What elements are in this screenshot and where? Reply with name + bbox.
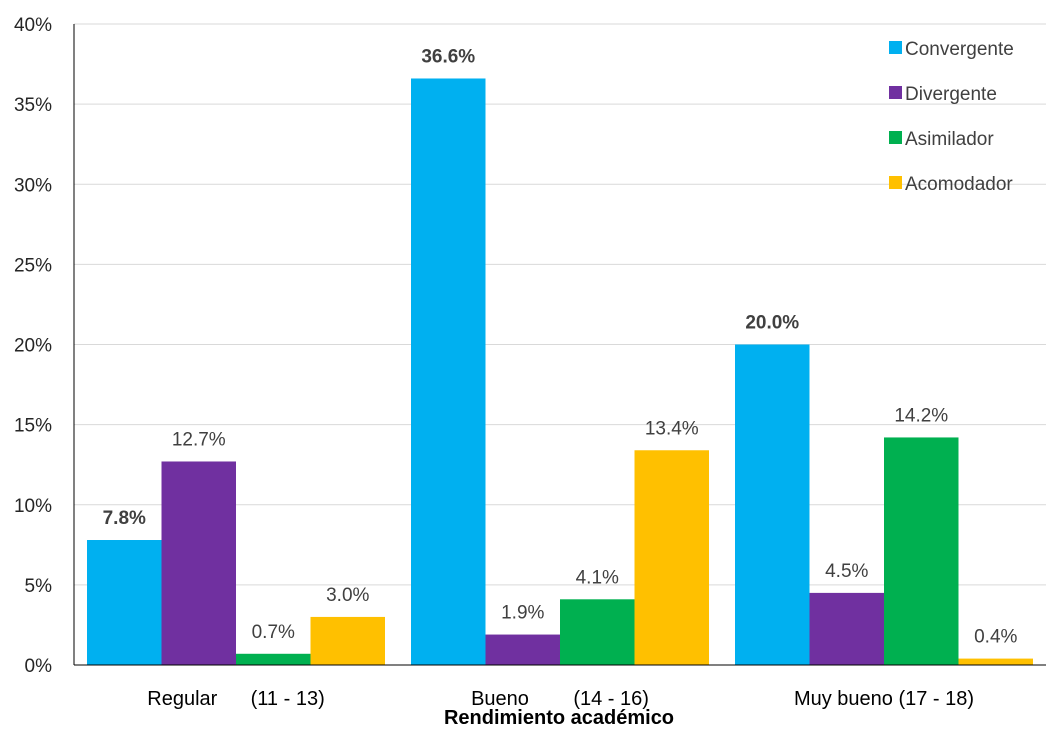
- legend-label: Asimilador: [905, 129, 994, 150]
- data-label: 13.4%: [645, 418, 699, 439]
- legend-swatch: [889, 41, 902, 54]
- y-tick-label: 15%: [14, 416, 52, 437]
- bar-acomodador: [634, 450, 709, 665]
- legend-label: Divergente: [905, 84, 997, 105]
- legend-swatch: [889, 86, 902, 99]
- legend-label: Convergente: [905, 39, 1014, 60]
- data-label: 12.7%: [172, 429, 226, 450]
- y-tick-label: 20%: [14, 336, 52, 357]
- x-tick-label: Bueno (14 - 16): [471, 688, 649, 710]
- legend-swatch: [889, 131, 902, 144]
- data-label: 4.1%: [576, 567, 619, 588]
- y-tick-label: 0%: [25, 656, 53, 677]
- y-tick-label: 40%: [14, 15, 52, 36]
- data-label: 7.8%: [103, 508, 146, 529]
- bar-asimilador: [560, 599, 635, 665]
- legend: Convergente Divergente Asimilador Acomodado…: [889, 39, 1014, 195]
- data-labels: 7.8% 12.7% 0.7% 3.0% 36.6% 1.9% 4.1% 13.4% 20.0%…: [103, 46, 1018, 647]
- x-axis-title: Rendimiento académico: [444, 707, 674, 729]
- legend-label: Acomodador: [905, 174, 1013, 195]
- data-label: 20.0%: [745, 313, 799, 334]
- x-tick-label: Muy bueno (17 - 18): [794, 688, 974, 710]
- bar-divergente: [809, 592, 884, 665]
- bar-asimilador: [236, 653, 311, 665]
- x-tick-label: Regular (11 - 13): [147, 688, 324, 710]
- bar-divergente: [161, 461, 236, 665]
- bar-acomodador: [958, 658, 1033, 665]
- y-tick-label: 25%: [14, 255, 52, 276]
- data-label: 0.7%: [252, 622, 295, 643]
- legend-swatch: [889, 176, 902, 189]
- bars: [87, 78, 1033, 666]
- data-label: 14.2%: [894, 405, 948, 426]
- data-label: 1.9%: [501, 603, 544, 624]
- bar-asimilador: [884, 437, 959, 665]
- bar-convergente: [87, 540, 162, 665]
- axes: 0% 5% 10% 15% 20% 25% 30% 35% 40% Regular (11 - 1…: [14, 15, 1046, 710]
- bar-convergente: [735, 344, 810, 665]
- y-tick-label: 30%: [14, 175, 52, 196]
- bar-acomodador: [310, 616, 385, 665]
- y-tick-label: 35%: [14, 95, 52, 116]
- bar-divergente: [485, 634, 560, 665]
- bar-convergente: [411, 78, 486, 666]
- data-label: 0.4%: [974, 627, 1017, 648]
- data-label: 3.0%: [326, 585, 369, 606]
- data-label: 36.6%: [421, 46, 475, 67]
- data-label: 4.5%: [825, 561, 868, 582]
- y-tick-label: 10%: [14, 496, 52, 517]
- y-tick-label: 5%: [25, 576, 53, 597]
